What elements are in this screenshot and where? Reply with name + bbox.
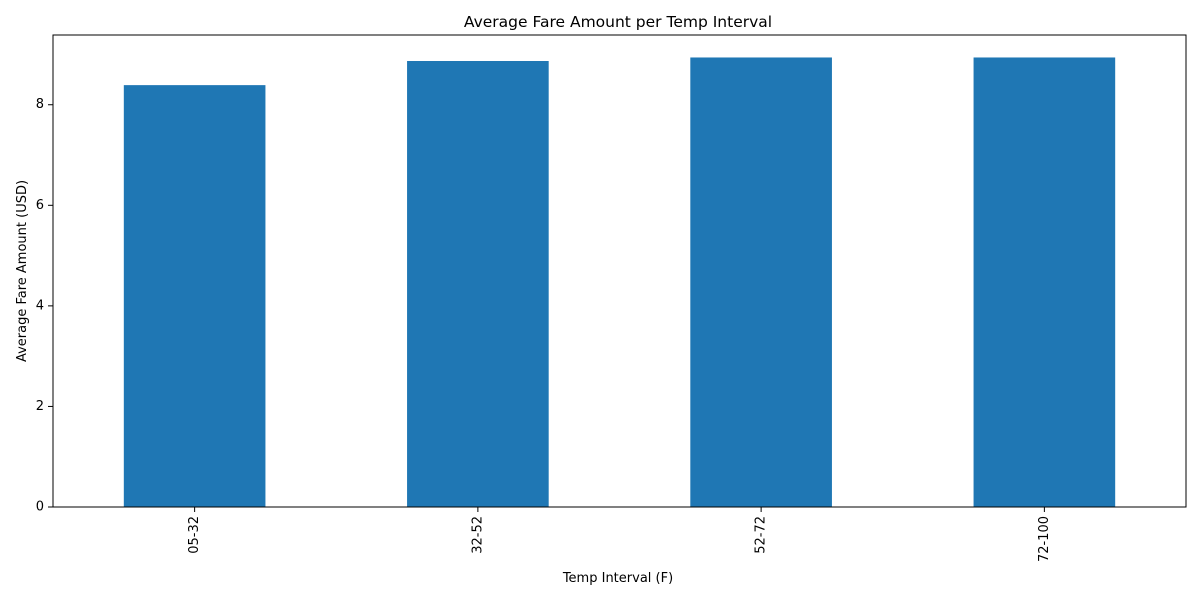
x-tick-label: 32-52	[470, 516, 485, 554]
bar-32-52	[407, 60, 549, 508]
y-tick-label: 4	[36, 298, 44, 313]
bar-05-32	[123, 85, 266, 507]
y-axis-label: Average Fare Amount (USD)	[15, 180, 30, 362]
y-tick-label: 6	[36, 198, 44, 213]
bar-72-100	[973, 57, 1116, 507]
x-axis-ticks: 05-32 32-52 52-72 72-100	[187, 507, 1052, 562]
y-tick-label: 0	[36, 500, 44, 515]
x-axis-label: Temp Interval (F)	[562, 571, 673, 586]
plot-area-frame	[52, 34, 1187, 508]
bar-52-72	[690, 57, 832, 507]
y-tick-label: 2	[36, 399, 44, 414]
x-tick-label: 52-72	[754, 516, 769, 554]
x-tick-label: 05-32	[187, 516, 202, 554]
y-axis-ticks: 0 2 4 6 8	[36, 97, 53, 515]
chart-title: Average Fare Amount per Temp Interval	[464, 13, 772, 31]
y-tick-label: 8	[36, 97, 44, 112]
bars-group	[123, 57, 1116, 508]
x-tick-label: 72-100	[1037, 516, 1052, 562]
